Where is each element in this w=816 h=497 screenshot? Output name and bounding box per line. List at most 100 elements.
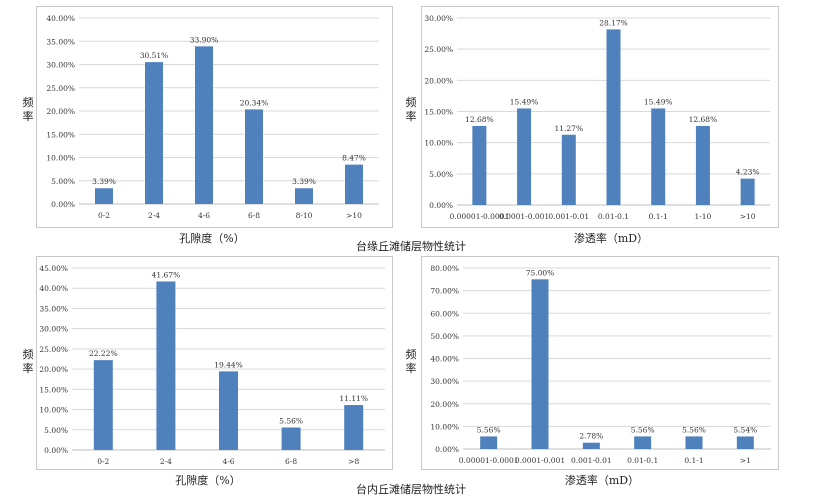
chart-panel-porosity-margin: 0.00% 5.00% 10.00% 15.00% 20.00% 25.00% 30.00%… <box>36 6 393 228</box>
y-tick-label: 80.00% <box>430 264 459 273</box>
data-label: 3.39% <box>292 177 316 186</box>
bar <box>344 405 364 450</box>
bar <box>606 29 621 206</box>
data-label: 5.56% <box>477 425 501 434</box>
x-tick-label: 0-2 <box>97 457 109 466</box>
data-label: 41.67% <box>152 270 181 279</box>
data-label: 75.00% <box>526 268 555 277</box>
x-tick-label: 0.00001-0.0001 <box>449 212 509 221</box>
bar <box>472 125 487 205</box>
y-tick-label: 5.00% <box>44 426 68 435</box>
y-tick-label: 30.00% <box>424 14 453 23</box>
x-tick-label: 0.01-0.1 <box>627 456 658 465</box>
y-tick-label: 40.00% <box>39 284 68 293</box>
data-label: 4.23% <box>736 168 760 177</box>
y-axis-label: 频率 <box>405 96 417 123</box>
bar <box>561 134 576 205</box>
y-tick-label: 30.00% <box>46 61 75 70</box>
y-tick-label: 70.00% <box>430 287 459 296</box>
y-axis-label: 频率 <box>22 96 34 123</box>
x-tick-label: 0.1-1 <box>649 212 668 221</box>
y-tick-label: 15.00% <box>39 385 68 394</box>
y-tick-label: 25.00% <box>46 84 75 93</box>
x-tick-label: 1-10 <box>694 212 711 221</box>
chart-panel-permeability-margin: 0.00% 5.00% 10.00% 15.00% 20.00% 25.00% 30.00%… <box>421 6 779 228</box>
x-tick-label: 0.001-0.01 <box>571 456 612 465</box>
y-tick-label: 25.00% <box>39 345 68 354</box>
y-tick-label: 10.00% <box>39 406 68 415</box>
bar <box>695 125 710 205</box>
y-tick-label: 20.00% <box>46 107 75 116</box>
bar <box>685 436 703 449</box>
x-tick-label: 2-4 <box>148 211 160 220</box>
data-label: 15.49% <box>644 97 673 106</box>
data-label: 8.47% <box>342 154 366 163</box>
data-label: 5.56% <box>631 425 655 434</box>
y-tick-label: 0.00% <box>51 200 75 209</box>
y-tick-label: 15.00% <box>46 130 75 139</box>
bar <box>736 436 754 449</box>
data-label: 5.56% <box>682 425 706 434</box>
data-label: 19.44% <box>214 360 243 369</box>
data-label: 12.68% <box>689 115 718 124</box>
bar <box>740 178 755 205</box>
x-tick-label: 4-6 <box>198 211 210 220</box>
y-tick-label: 20.00% <box>39 365 68 374</box>
data-label: 28.17% <box>599 18 628 27</box>
y-tick-label: 40.00% <box>46 14 75 23</box>
y-tick-label: 30.00% <box>430 377 459 386</box>
bar <box>93 360 113 450</box>
data-label: 11.27% <box>554 124 583 133</box>
y-tick-label: 5.00% <box>51 177 75 186</box>
x-tick-label: >8 <box>348 457 359 466</box>
y-tick-label: 0.00% <box>44 446 68 455</box>
data-label: 2.78% <box>579 432 603 441</box>
y-tick-label: 20.00% <box>430 400 459 409</box>
data-label: 20.34% <box>240 98 269 107</box>
x-tick-label: 0-2 <box>98 211 110 220</box>
bar <box>219 371 238 450</box>
data-label: 12.68% <box>465 115 494 124</box>
x-tick-label: >1 <box>740 456 751 465</box>
x-tick-label: 0.001-0.01 <box>548 212 589 221</box>
x-tick-label: 8-10 <box>296 211 313 220</box>
bar <box>345 164 363 204</box>
data-label: 3.39% <box>92 177 116 186</box>
data-label: 11.11% <box>339 394 368 403</box>
x-tick-label: 4-6 <box>222 457 234 466</box>
y-tick-label: 10.00% <box>46 154 75 163</box>
bar <box>480 436 498 449</box>
y-tick-label: 0.00% <box>429 201 453 210</box>
y-axis-label: 频率 <box>22 348 34 375</box>
x-tick-label: 6-8 <box>248 211 260 220</box>
chart-porosity-interior: 0.00% 5.00% 10.00% 15.00% 20.00% 25.00% 30.00%… <box>39 264 385 466</box>
y-tick-label: 10.00% <box>424 139 453 148</box>
chart-permeability-margin: 0.00% 5.00% 10.00% 15.00% 20.00% 25.00% 30.00%… <box>424 14 770 221</box>
data-label: 30.51% <box>140 51 169 60</box>
data-label: 22.22% <box>89 349 118 358</box>
x-tick-label: 0.0001-0.001 <box>515 456 565 465</box>
data-label: 5.54% <box>733 425 757 434</box>
x-tick-label: 0.01-0.1 <box>598 212 629 221</box>
x-axis-label: 渗透率（mD） <box>573 232 649 245</box>
bar <box>281 427 301 450</box>
bar <box>517 108 532 205</box>
x-tick-label: >10 <box>740 212 756 221</box>
figure-caption-top: 台缘丘滩储层物性统计 <box>356 240 466 253</box>
bar <box>95 188 113 204</box>
y-tick-label: 5.00% <box>429 170 453 179</box>
chart-permeability-interior: 0.00% 10.00% 20.00% 30.00% 40.00% 50.00% 60.00… <box>430 264 771 465</box>
y-tick-label: 40.00% <box>430 355 459 364</box>
data-label: 33.90% <box>190 35 219 44</box>
x-tick-label: 0.0001-0.001 <box>499 212 549 221</box>
x-tick-label: >10 <box>346 211 362 220</box>
bar <box>195 46 213 204</box>
bar <box>582 442 600 449</box>
chart-porosity-margin: 0.00% 5.00% 10.00% 15.00% 20.00% 25.00% 30.00%… <box>46 14 379 220</box>
x-tick-label: 0.00001-0.0001 <box>459 456 519 465</box>
y-tick-label: 35.00% <box>39 304 68 313</box>
y-tick-label: 35.00% <box>46 37 75 46</box>
y-tick-label: 20.00% <box>424 76 453 85</box>
y-tick-label: 0.00% <box>435 445 459 454</box>
y-tick-label: 45.00% <box>39 264 68 273</box>
